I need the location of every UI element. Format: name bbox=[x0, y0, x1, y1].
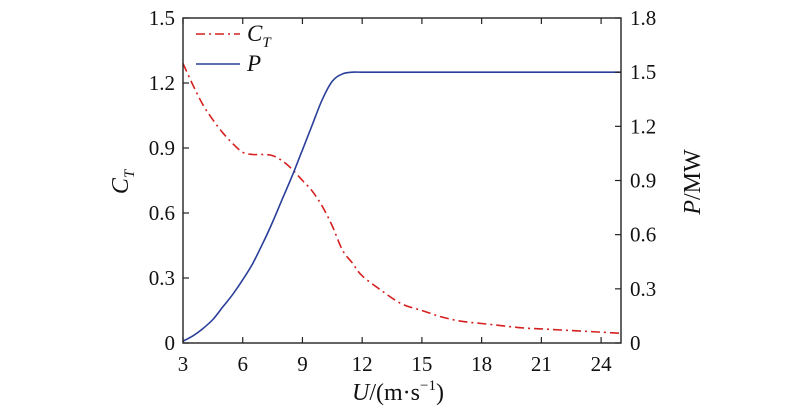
plot-lines bbox=[182, 63, 622, 342]
x-tick-label: 9 bbox=[297, 352, 308, 376]
x-tick-label: 3 bbox=[178, 352, 189, 376]
y-left-tick-label: 1.5 bbox=[149, 6, 175, 30]
legend: CT P bbox=[196, 21, 272, 76]
series-line-c-t bbox=[182, 63, 622, 335]
y-right-tick-label: 0.6 bbox=[630, 223, 656, 247]
axis-ticks bbox=[182, 17, 621, 344]
y-right-tick-label: 1.8 bbox=[630, 6, 656, 30]
x-tick-label: 15 bbox=[411, 352, 432, 376]
y-left-tick-label: 0.6 bbox=[149, 201, 175, 225]
y-left-tick-label: 0.9 bbox=[149, 136, 175, 160]
y-right-tick-label: 1.2 bbox=[630, 114, 656, 138]
series-line-p bbox=[182, 71, 621, 342]
y-left-tick-label: 1.2 bbox=[149, 71, 175, 95]
y-right-tick-label: 1.5 bbox=[630, 60, 656, 84]
x-tick-label: 18 bbox=[471, 352, 492, 376]
y-left-axis-label: CT bbox=[108, 168, 138, 194]
x-axis-label: U/(m·s−1) bbox=[352, 378, 444, 406]
x-tick-label: 21 bbox=[531, 352, 552, 376]
legend-p-label: P bbox=[246, 51, 261, 76]
y-right-tick-label: 0 bbox=[630, 331, 641, 355]
x-tick-label: 12 bbox=[352, 352, 373, 376]
x-tick-label: 6 bbox=[237, 352, 248, 376]
y-left-tick-label: 0 bbox=[165, 331, 176, 355]
y-right-tick-label: 0.3 bbox=[630, 277, 656, 301]
y-right-tick-label: 0.9 bbox=[630, 169, 656, 193]
y-left-tick-label: 0.3 bbox=[149, 266, 175, 290]
axis-tick-labels: 3 6 9 12 15 18 21 24 0 0.3 0.6 0.9 1.2 1.5 0 0.3 0.6 0.9 1… bbox=[149, 6, 657, 376]
y-right-axis-label: P/MW bbox=[680, 149, 706, 216]
x-tick-label: 24 bbox=[591, 352, 613, 376]
legend-ct-label: CT bbox=[247, 21, 272, 51]
